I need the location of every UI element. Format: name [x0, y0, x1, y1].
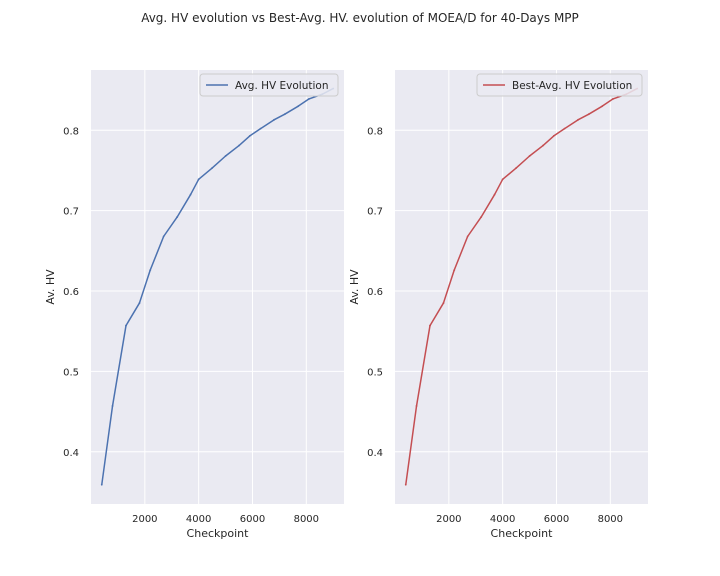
y-axis-label: Av. HV	[348, 269, 361, 305]
data-point	[612, 98, 614, 100]
y-tick-label: 0.6	[367, 287, 383, 298]
legend-box	[476, 73, 643, 97]
data-point	[501, 178, 504, 181]
y-tick-label: 0.6	[63, 287, 79, 298]
data-point	[542, 144, 544, 147]
series-line	[101, 87, 334, 485]
data-point	[453, 269, 456, 272]
data-point	[528, 155, 531, 157]
data-point	[466, 235, 469, 238]
plot-area	[395, 70, 648, 504]
data-point	[480, 216, 483, 218]
data-point	[515, 167, 518, 169]
data-point	[248, 135, 251, 137]
series-line	[405, 87, 638, 485]
data-point	[189, 193, 192, 196]
x-tick-label: 2000	[436, 514, 461, 525]
figure-title: Avg. HV evolution vs Best-Avg. HV. evolu…	[141, 11, 579, 25]
data-point	[125, 324, 127, 327]
chart-best-avg-hv-evolution: 2000 4000 6000 8000 0.4 0.5 0.6 0.7 0.8 Checkpoin…	[348, 70, 648, 540]
data-point	[162, 235, 165, 238]
data-point	[587, 113, 590, 116]
y-tick-label: 0.5	[63, 367, 79, 378]
x-tick-label: 8000	[598, 514, 623, 525]
x-tick-label: 6000	[544, 514, 569, 525]
legend: Best-Avg. HV Evolution	[476, 73, 643, 97]
data-point	[552, 135, 555, 137]
x-axis-label: Checkpoint	[491, 527, 554, 540]
chart-avg-hv-evolution: 2000 4000 6000 8000 0.4 0.5 0.6 0.7 0.8 Checkpoin…	[44, 70, 344, 540]
x-tick-label: 2000	[132, 514, 157, 525]
legend-label: Best-Avg. HV Evolution	[512, 80, 632, 92]
x-axis-label: Checkpoint	[187, 527, 250, 540]
plot-area	[91, 70, 344, 504]
data-point	[601, 105, 604, 108]
y-tick-label: 0.7	[63, 207, 79, 218]
data-point	[563, 127, 566, 130]
data-point	[493, 193, 496, 196]
legend-box	[199, 73, 339, 97]
data-point	[197, 178, 200, 181]
x-tick-label: 4000	[186, 514, 211, 525]
data-point	[211, 167, 214, 169]
y-tick-label: 0.8	[63, 126, 79, 137]
y-tick-label: 0.8	[367, 126, 383, 137]
y-tick-label: 0.4	[367, 448, 383, 459]
data-point	[100, 483, 103, 486]
data-point	[415, 405, 418, 407]
y-axis-label: Av. HV	[44, 269, 57, 305]
legend-label: Avg. HV Evolution	[235, 80, 329, 92]
y-tick-label: 0.4	[63, 448, 79, 459]
data-point	[577, 118, 579, 121]
data-point	[308, 98, 310, 100]
x-tick-label: 4000	[490, 514, 515, 525]
data-point	[259, 127, 262, 130]
y-tick-label: 0.7	[367, 207, 383, 218]
data-point	[442, 302, 445, 304]
data-point	[176, 216, 179, 218]
data-point	[238, 144, 240, 147]
data-point	[138, 302, 141, 304]
data-point	[283, 113, 286, 116]
data-point	[111, 405, 114, 407]
y-tick-label: 0.5	[367, 367, 383, 378]
data-point	[273, 118, 275, 121]
x-tick-label: 8000	[294, 514, 319, 525]
data-point	[149, 269, 152, 272]
data-point	[297, 105, 300, 108]
data-point	[429, 324, 431, 327]
data-point	[224, 155, 227, 157]
legend: Avg. HV Evolution	[199, 73, 339, 97]
x-tick-label: 6000	[240, 514, 265, 525]
data-point	[404, 483, 407, 486]
